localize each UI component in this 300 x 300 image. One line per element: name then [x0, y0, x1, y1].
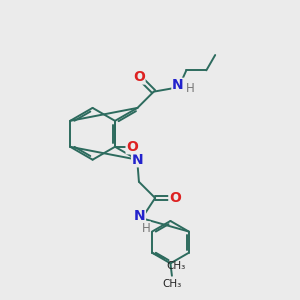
Text: O: O	[169, 191, 181, 205]
Text: H: H	[186, 82, 194, 95]
Text: H: H	[142, 221, 151, 235]
Text: N: N	[132, 153, 143, 167]
Text: CH₃: CH₃	[162, 279, 182, 289]
Text: CH₃: CH₃	[166, 261, 185, 271]
Text: O: O	[126, 140, 138, 154]
Text: N: N	[134, 209, 145, 223]
Text: N: N	[172, 78, 184, 92]
Text: O: O	[133, 70, 145, 84]
